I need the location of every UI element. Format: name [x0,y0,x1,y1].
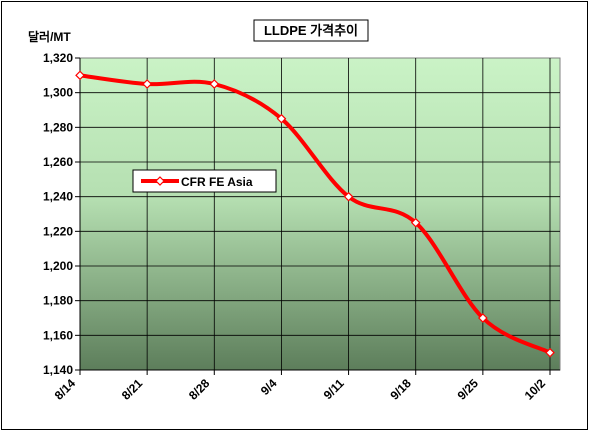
y-axis-ticks: 1,140 1,160 1,180 1,200 1,220 1,240 1,260 1,280… [43,51,73,377]
legend-marker-swatch [155,176,165,186]
series-line [78,73,552,355]
y-tick-label: 1,180 [43,294,73,308]
gridlines [80,58,560,370]
x-tick-label: 9/11 [321,376,347,402]
data-point-10-2 [545,347,555,358]
y-tick-label: 1,200 [43,259,73,273]
y-tick-label: 1,220 [43,224,73,238]
y-tick-label: 1,280 [43,120,73,134]
y-tick-label: 1,140 [43,363,73,377]
x-tick-label: 8/14 [52,376,79,403]
x-tick-label: 9/25 [455,376,482,403]
data-point-8-14 [75,70,85,81]
x-axis-ticks: 8/14 8/21 8/28 9/4 9/11 9/18 9/25 10/2 [52,376,549,403]
y-tick-label: 1,260 [43,155,73,169]
data-point-9-18 [410,217,421,228]
series-cfr-fe-asia [75,70,555,358]
x-tick-label: 10/2 [522,376,549,403]
data-point-8-28 [209,79,220,89]
y-tick-label: 1,160 [43,328,73,342]
chart-title: LLDPE 가격추이 [264,23,358,38]
data-point-9-11 [343,191,354,202]
axes [75,57,560,375]
chart-title-box [253,19,369,42]
x-tick-label: 9/4 [258,376,280,398]
x-tick-label: 9/18 [387,376,414,403]
y-tick-label: 1,320 [43,51,73,65]
data-point-8-21 [142,79,152,89]
y-axis-unit-label: 달러/MT [28,29,71,44]
legend: CFR FE Asia [132,169,277,193]
y-tick-label: 1,240 [43,190,73,204]
data-point-9-4 [276,113,287,124]
x-tick-label: 8/21 [119,376,146,403]
y-tick-label: 1,300 [43,86,73,100]
legend-box [132,169,277,193]
legend-label: CFR FE Asia [181,175,253,189]
x-tick-label: 8/28 [186,376,213,403]
data-point-9-25 [478,313,488,323]
